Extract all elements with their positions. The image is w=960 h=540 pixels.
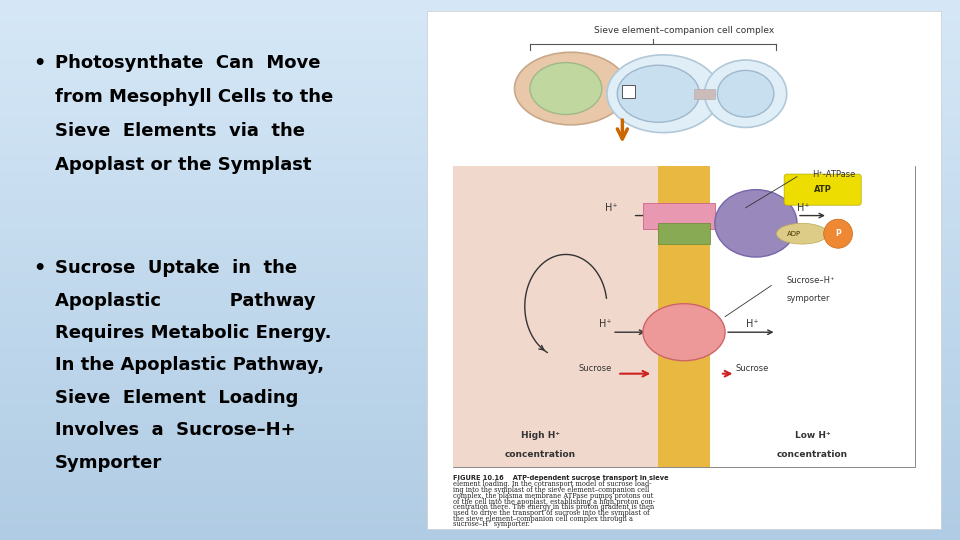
Text: Sucrose: Sucrose [579,364,612,373]
FancyBboxPatch shape [659,224,709,244]
Text: ing into the symplast of the sieve element–companion cell: ing into the symplast of the sieve eleme… [453,486,649,494]
Text: H⁺: H⁺ [605,203,617,213]
Text: Sieve  Elements  via  the: Sieve Elements via the [55,122,304,140]
Text: ATP: ATP [814,185,831,194]
Ellipse shape [777,224,828,244]
Text: complex, the plasma membrane ATPase pumps protons out: complex, the plasma membrane ATPase pump… [453,492,653,500]
Text: P: P [835,229,841,238]
FancyBboxPatch shape [427,11,941,529]
FancyBboxPatch shape [453,166,915,467]
FancyBboxPatch shape [622,85,636,98]
Text: centration there. The energy in this proton gradient is then: centration there. The energy in this pro… [453,503,654,511]
Text: H⁺: H⁺ [746,320,758,329]
Text: High H⁺: High H⁺ [520,431,560,441]
FancyBboxPatch shape [453,166,659,467]
Text: •: • [34,54,46,73]
Text: •: • [34,259,46,278]
Text: concentration: concentration [505,449,576,458]
Text: sucrose–H⁺ symporter.: sucrose–H⁺ symporter. [453,521,530,528]
FancyBboxPatch shape [694,89,715,99]
FancyBboxPatch shape [643,202,715,228]
FancyBboxPatch shape [784,174,861,205]
Ellipse shape [530,63,602,114]
Ellipse shape [705,60,786,127]
Text: Sucrose  Uptake  in  the: Sucrose Uptake in the [55,259,297,277]
Text: Photosynthate  Can  Move: Photosynthate Can Move [55,54,321,72]
Text: the sieve element–companion cell complex through a: the sieve element–companion cell complex… [453,515,633,523]
Text: Sieve element–companion cell complex: Sieve element–companion cell complex [594,26,774,35]
Text: Sucrose: Sucrose [735,364,769,373]
Text: FIGURE 10.16    ATP-dependent sucrose transport in sieve: FIGURE 10.16 ATP-dependent sucrose trans… [453,475,668,481]
Text: from Mesophyll Cells to the: from Mesophyll Cells to the [55,88,333,106]
Ellipse shape [617,65,700,122]
Text: Requires Metabolic Energy.: Requires Metabolic Energy. [55,324,331,342]
Text: Sieve  Element  Loading: Sieve Element Loading [55,389,299,407]
Text: Involves  a  Sucrose–H+: Involves a Sucrose–H+ [55,421,296,439]
Text: H⁺: H⁺ [797,203,809,213]
Text: symporter: symporter [786,294,830,303]
Text: H⁺-ATPase: H⁺-ATPase [812,170,855,179]
Text: Apoplast or the Symplast: Apoplast or the Symplast [55,156,311,174]
Text: In the Apoplastic Pathway,: In the Apoplastic Pathway, [55,356,324,374]
Ellipse shape [715,190,797,257]
Text: ADP: ADP [787,231,802,237]
Ellipse shape [643,303,725,361]
Text: Apoplastic           Pathway: Apoplastic Pathway [55,292,315,309]
Text: Low H⁺: Low H⁺ [795,431,830,441]
Text: H⁺: H⁺ [599,320,612,329]
FancyBboxPatch shape [709,166,915,467]
Text: used to drive the transport of sucrose into the symplast of: used to drive the transport of sucrose i… [453,509,649,517]
Text: of the cell into the apoplast, establishing a high proton con-: of the cell into the apoplast, establish… [453,497,655,505]
Text: Symporter: Symporter [55,454,162,471]
Text: element loading. In the cotransport model of sucrose load-: element loading. In the cotransport mode… [453,481,652,489]
Text: Sucrose–H⁺: Sucrose–H⁺ [786,276,835,285]
FancyBboxPatch shape [659,166,709,467]
Text: concentration: concentration [777,449,848,458]
Ellipse shape [607,55,720,133]
Ellipse shape [717,70,774,117]
Ellipse shape [515,52,628,125]
Circle shape [824,219,852,248]
